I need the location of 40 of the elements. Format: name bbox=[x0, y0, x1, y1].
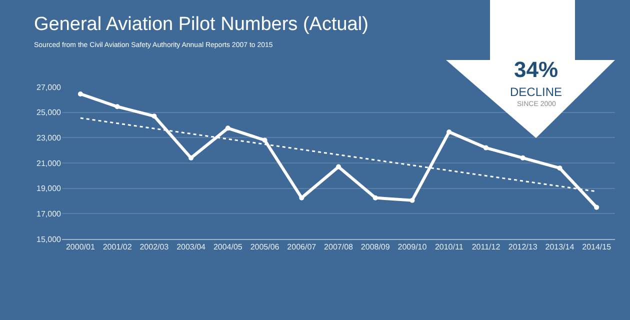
point bbox=[114, 104, 120, 110]
x-tick-label: 2003/04 bbox=[176, 242, 206, 252]
point bbox=[483, 145, 488, 150]
y-tick-label: 27,000 bbox=[36, 82, 62, 92]
x-tick-label: 2006/07 bbox=[287, 242, 317, 252]
x-tick-label: 2002/03 bbox=[140, 242, 170, 252]
x-tick-label: 2004/05 bbox=[213, 242, 243, 252]
x-tick-label: 2012/13 bbox=[508, 242, 538, 252]
x-tick-label: 2011/12 bbox=[472, 242, 501, 252]
chart-title: General Aviation Pilot Numbers (Actual) bbox=[34, 14, 368, 35]
point bbox=[520, 155, 526, 160]
point bbox=[557, 166, 562, 171]
y-tick-label: 15,000 bbox=[36, 234, 62, 244]
y-tick-label: 17,000 bbox=[36, 209, 62, 218]
point bbox=[372, 195, 378, 200]
x-tick-label: 2008/09 bbox=[360, 242, 390, 252]
x-tick-label: 2013/14 bbox=[545, 242, 575, 252]
x-tick-label: 2005/06 bbox=[250, 242, 280, 252]
x-tick-label: 2009/10 bbox=[398, 242, 428, 252]
x-tick-label: 2014/15 bbox=[582, 242, 612, 252]
y-tick-label: 25,000 bbox=[36, 108, 62, 118]
point bbox=[188, 155, 194, 160]
x-tick-label: 2001/02 bbox=[102, 242, 132, 252]
point bbox=[78, 91, 83, 96]
point bbox=[446, 129, 452, 134]
point bbox=[225, 126, 230, 131]
annotation: DECLINE bbox=[510, 85, 562, 99]
point bbox=[299, 195, 304, 200]
point bbox=[594, 204, 600, 210]
x-tick-label: 2010/11 bbox=[434, 242, 464, 252]
point bbox=[336, 164, 341, 170]
point bbox=[410, 198, 415, 203]
y-tick-label: 23,000 bbox=[36, 133, 62, 142]
x-tick-label: 2007/08 bbox=[324, 242, 354, 252]
point bbox=[152, 114, 157, 119]
y-tick-label: 21,000 bbox=[36, 158, 62, 168]
text: 34% bbox=[514, 57, 558, 82]
y-tick-label: 19,000 bbox=[36, 184, 62, 194]
point bbox=[262, 138, 268, 143]
x-tick-label: 2000/01 bbox=[66, 242, 96, 252]
